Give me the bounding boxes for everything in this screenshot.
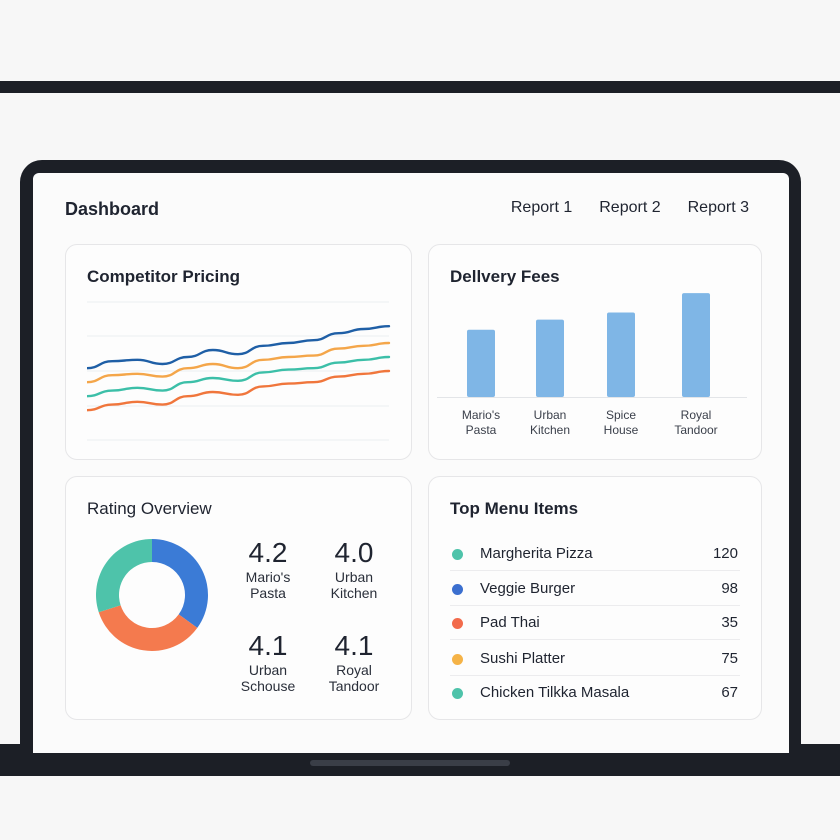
dot-icon [452,549,463,560]
menu-item-row[interactable]: Veggie Burger 98 [450,572,740,606]
dot-icon [452,654,463,665]
fee-category-label-line: House [603,423,639,437]
menu-item-name: Chicken Tilkka Masala [480,684,630,701]
fee-bar [536,319,564,397]
menu-item-count: 98 [721,580,738,597]
rating-name-line: Schouse [240,678,296,694]
nav-report-3[interactable]: Report 3 [687,199,749,216]
page-title: Dashboard [65,199,160,219]
card-title: Top Menu Items [450,499,579,518]
rating-name-line: Urban [248,662,288,678]
menu-item-row[interactable]: Pad Thai 35 [450,606,740,640]
menu-item-name: Pad Thai [480,614,540,631]
rating-value: 4.2 [248,537,288,568]
competitor-pricing-chart [87,301,391,441]
rating-name-line: Kitchen [330,585,378,601]
rating-name-line: Royal [336,662,372,678]
fee-category-label-line: Kitchen [529,423,571,437]
dot-icon [452,688,463,699]
report-nav: Report 1 Report 2 Report 3 [511,199,749,217]
series-line [87,369,391,412]
laptop-notch [310,760,510,766]
menu-item-name: Veggie Burger [480,580,576,597]
card-title: Competitor Pricing [87,267,241,286]
donut-segment [95,539,152,613]
delivery-fees-chart [437,293,747,398]
menu-item-count: 75 [721,650,738,667]
menu-item-name: Margherita Pizza [480,545,593,562]
nav-report-1[interactable]: Report 1 [510,199,573,216]
donut-segment [98,605,198,651]
menu-item-count: 67 [721,684,738,701]
series-line [87,325,391,370]
rating-overview-card: Rating Overview 4.2 Mario's Pasta 4.0 Ur… [65,476,412,720]
dot-icon [452,584,463,595]
dot-icon [452,618,463,629]
fee-bar [607,312,635,397]
rating-item: 4.1 Urban Schouse [223,630,313,694]
rating-name-line: Urban [334,569,374,585]
fee-category-label-line: Pasta [465,423,497,437]
donut-segment [152,539,209,628]
menu-item-count: 120 [712,545,738,562]
rating-name-line: Mario's [245,569,291,585]
top-menu-items-card: Top Menu Items Margherita Pizza 120 Vegg… [428,476,762,720]
rating-name-line: Pasta [250,585,286,601]
menu-item-count: 35 [721,614,738,631]
delivery-fees-card: Dellvery Fees Mario's Pasta Urban Kitchen Sp… [428,244,762,460]
nav-report-2[interactable]: Report 2 [599,199,661,216]
series-line [87,341,391,384]
rating-item: 4.1 Royal Tandoor [309,630,399,694]
fee-category-label-line: Spice [605,408,637,422]
menu-item-row[interactable]: Sushi Platter 75 [450,642,740,676]
rating-name-line: Tandoor [328,678,380,694]
fee-category-label-line: Urban [533,408,567,422]
fee-bar [682,293,710,397]
competitor-pricing-card: Competitor Pricing [65,244,412,460]
fee-category-label-line: Mario's [461,408,501,422]
top-bar [0,81,840,93]
fee-bar [467,329,495,397]
fee-category-label: Spice House [586,408,656,438]
card-title: Rating Overview [87,499,212,518]
series-line [87,355,391,398]
menu-item-name: Sushi Platter [480,650,566,667]
card-title: Dellvery Fees [450,267,560,286]
rating-donut-chart [95,539,209,651]
fee-category-label-line: Tandoor [674,423,718,437]
fee-category-label: Royal Tandoor [661,408,731,438]
fee-category-label: Urban Kitchen [515,408,585,438]
fee-category-label-line: Royal [680,408,712,422]
dashboard-screen: Dashboard Report 1 Report 2 Report 3 Com… [33,173,789,753]
rating-value: 4.1 [334,630,374,661]
fee-category-label: Mario's Pasta [446,408,516,438]
rating-item: 4.2 Mario's Pasta [223,537,313,601]
rating-value: 4.1 [248,630,288,661]
rating-value: 4.0 [334,537,374,568]
menu-item-row[interactable]: Margherita Pizza 120 [450,537,740,571]
rating-item: 4.0 Urban Kitchen [309,537,399,601]
menu-item-row[interactable]: Chicken Tilkka Masala 67 [450,676,740,710]
